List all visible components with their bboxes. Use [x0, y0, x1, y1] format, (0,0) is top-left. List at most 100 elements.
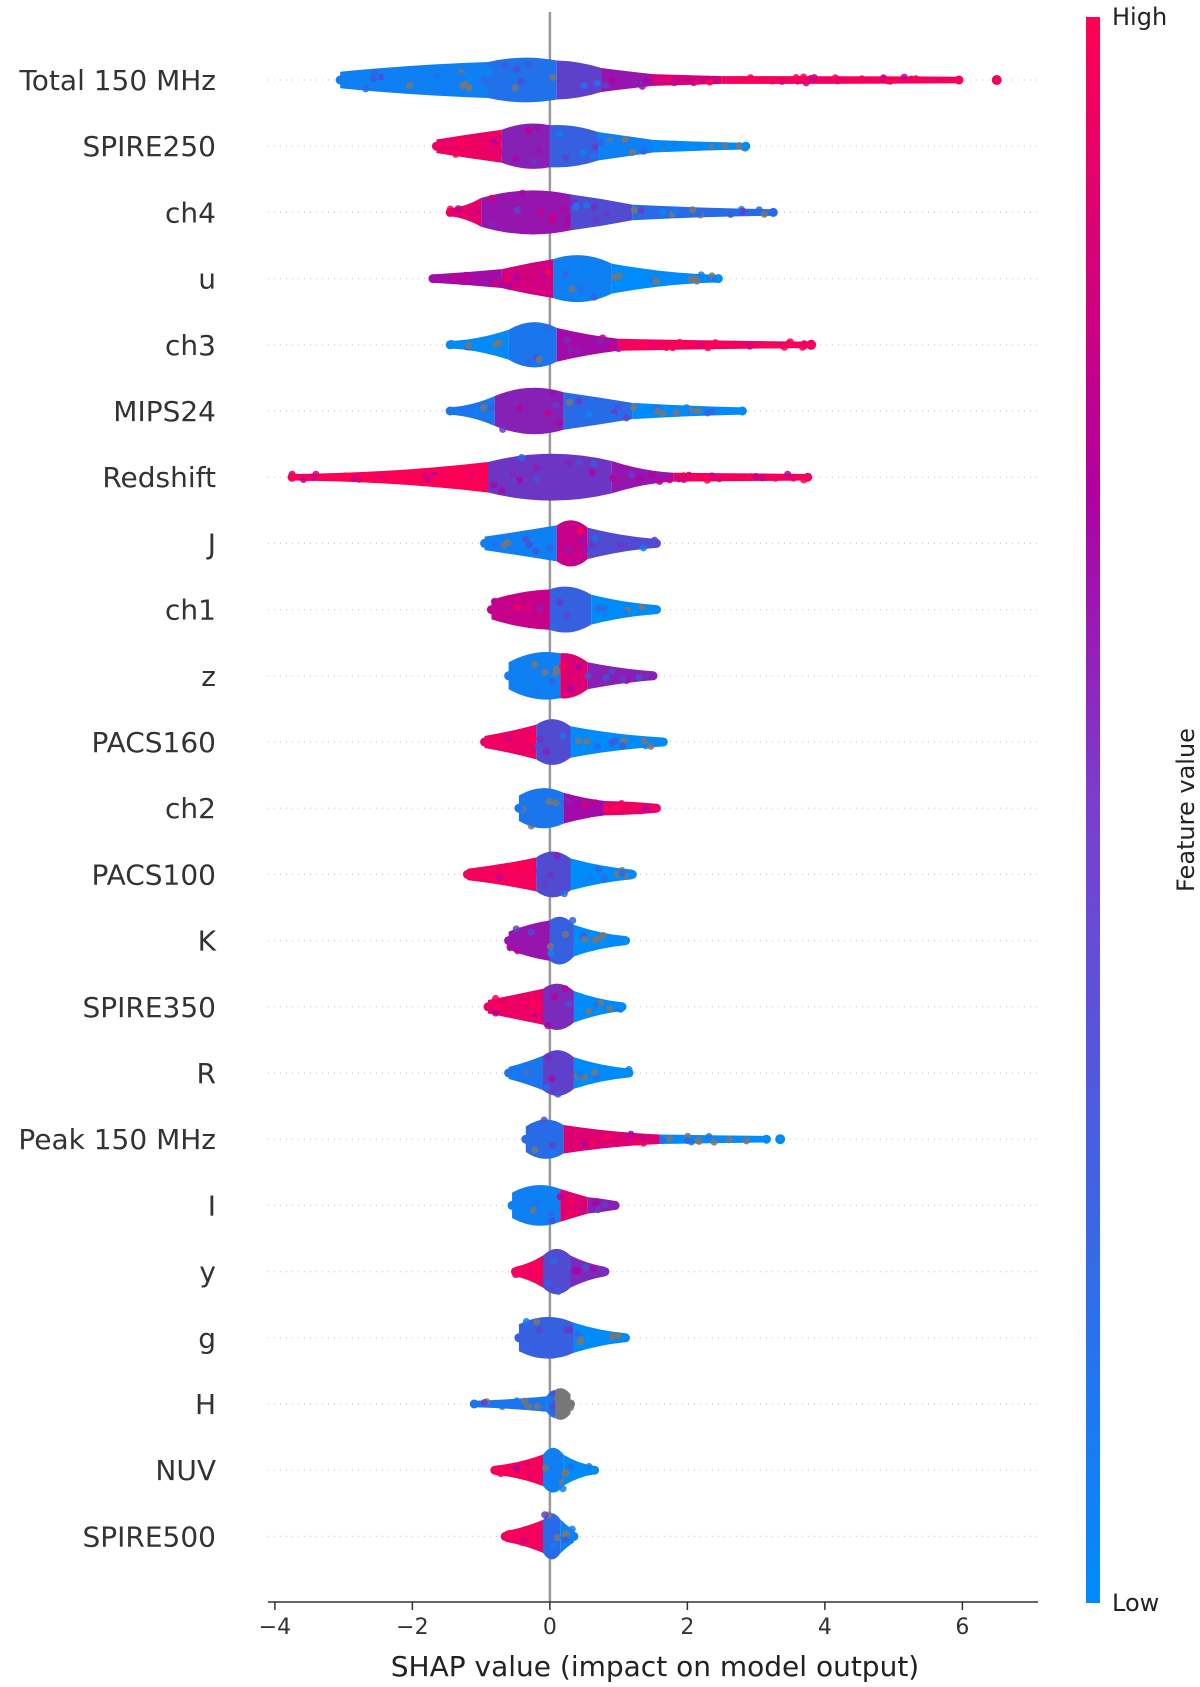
- shap-point: [621, 1333, 630, 1343]
- shap-point: [543, 325, 551, 333]
- shap-point: [567, 1463, 575, 1471]
- beeswarm-segment: [484, 724, 537, 760]
- shap-point: [540, 1116, 548, 1124]
- x-tick-label: 2: [680, 1615, 694, 1640]
- shap-point: [607, 140, 616, 148]
- shap-point: [593, 1198, 601, 1206]
- shap-point: [495, 873, 504, 881]
- shap-point: [548, 217, 556, 226]
- shap-point: [593, 742, 601, 750]
- feature-label: z: [201, 660, 216, 693]
- shap-point: [480, 1399, 488, 1407]
- shap-point: [432, 475, 441, 483]
- shap-point: [697, 271, 705, 279]
- shap-point: [500, 1531, 510, 1541]
- shap-point: [619, 675, 627, 684]
- shap-point: [615, 1332, 623, 1340]
- shap-point: [632, 802, 640, 810]
- shap-point: [549, 1409, 557, 1417]
- shap-point: [377, 73, 386, 81]
- shap-point: [533, 1318, 541, 1326]
- shap-point: [580, 81, 588, 90]
- shap-point: [710, 1138, 718, 1146]
- shap-point: [511, 84, 520, 92]
- shap-point: [581, 1263, 590, 1271]
- colorbar-gradient: [1086, 17, 1100, 1603]
- shap-point: [519, 189, 527, 197]
- shap-point: [548, 1217, 556, 1225]
- shap-point: [492, 1009, 500, 1017]
- beeswarm-segment: [553, 255, 612, 303]
- feature-row: g: [198, 1316, 630, 1359]
- feature-row: K: [198, 916, 630, 965]
- shap-point: [491, 994, 500, 1003]
- shap-point: [592, 143, 600, 151]
- shap-point: [569, 916, 577, 925]
- shap-point: [473, 871, 481, 879]
- beeswarm-segment: [505, 1519, 543, 1553]
- shap-point: [561, 985, 570, 993]
- shap-point: [527, 1471, 535, 1479]
- shap-point: [544, 1022, 552, 1030]
- shap-point: [693, 77, 702, 85]
- shap-point: [739, 207, 747, 216]
- shap-point: [498, 280, 506, 289]
- shap-point: [510, 72, 518, 80]
- feature-row: ch2: [165, 788, 661, 830]
- shap-point: [799, 340, 809, 350]
- shap-point: [954, 75, 964, 85]
- shap-point: [630, 403, 638, 412]
- feature-label: H: [195, 1388, 216, 1421]
- shap-point: [515, 476, 523, 484]
- shap-point: [624, 1068, 634, 1078]
- shap-point: [636, 475, 644, 484]
- shap-point: [514, 803, 524, 813]
- feature-row: J: [206, 520, 661, 567]
- beeswarm-segment: [611, 263, 719, 294]
- x-tick-label: −2: [396, 1615, 428, 1640]
- shap-point: [525, 358, 533, 366]
- feature-label: SPIRE350: [82, 991, 216, 1024]
- shap-point: [600, 1267, 610, 1277]
- shap-point: [522, 535, 530, 544]
- shap-point: [489, 220, 497, 228]
- shap-point: [588, 469, 596, 477]
- shap-point: [531, 661, 539, 669]
- shap-point: [521, 1134, 531, 1144]
- shap-point: [621, 135, 629, 144]
- shap-point: [602, 81, 610, 90]
- feature-row: Peak 150 MHz: [18, 1116, 786, 1159]
- shap-point: [596, 138, 604, 147]
- shap-point: [549, 73, 557, 81]
- shap-point: [537, 531, 545, 540]
- shap-point: [572, 202, 580, 210]
- shap-point: [608, 667, 616, 675]
- shap-point: [741, 141, 751, 151]
- beeswarm-segment: [518, 788, 564, 829]
- shap-point: [694, 1137, 702, 1145]
- shap-point: [549, 1542, 558, 1550]
- shap-point: [609, 539, 617, 547]
- shap-point: [560, 890, 568, 898]
- beeswarm-segment: [436, 129, 502, 163]
- x-tick-label: 0: [543, 1615, 557, 1640]
- shap-point: [584, 672, 592, 680]
- shap-point: [545, 1054, 553, 1062]
- shap-point: [583, 737, 591, 746]
- shap-point: [611, 737, 619, 745]
- beeswarm-segment: [556, 520, 588, 567]
- shap-point: [573, 1330, 581, 1338]
- shap-point: [509, 477, 518, 485]
- shap-point: [660, 143, 668, 151]
- shap-point: [335, 75, 345, 85]
- shap-point: [630, 78, 639, 86]
- shap-point: [640, 737, 648, 745]
- shap-point: [617, 799, 626, 808]
- shap-point: [461, 471, 469, 479]
- shap-point: [568, 285, 576, 293]
- shap-point: [451, 274, 459, 282]
- shap-point: [312, 470, 320, 478]
- beeswarm-segment: [570, 858, 633, 891]
- beeswarm-segment: [549, 586, 592, 633]
- feature-label: NUV: [155, 1454, 216, 1487]
